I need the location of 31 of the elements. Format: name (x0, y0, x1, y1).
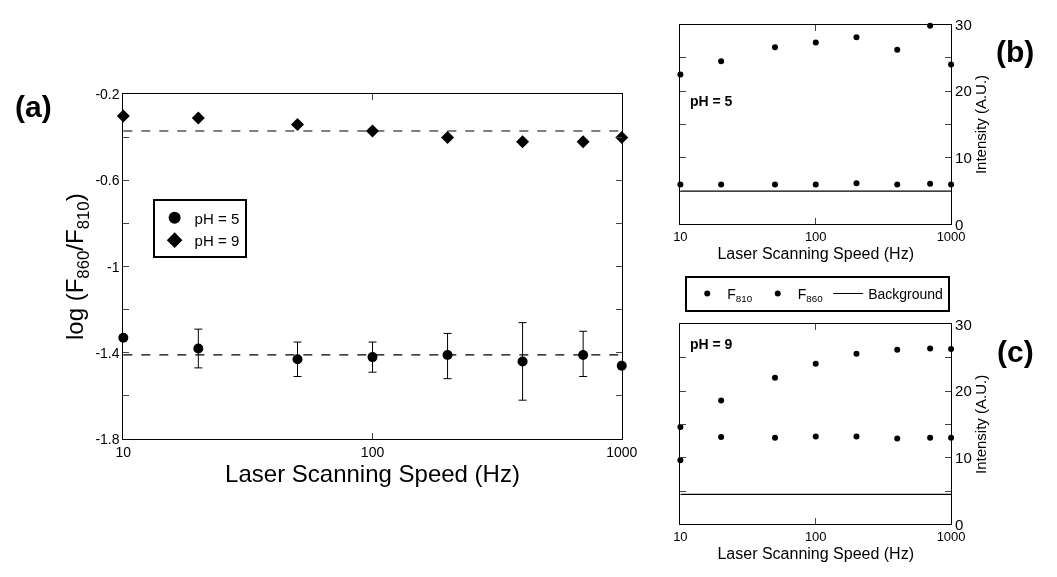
legend-label: F$_{810}$ (727, 285, 753, 304)
legend-label: Background (868, 285, 943, 302)
y-tick-label: 0 (955, 515, 964, 533)
y-tick-label: -1.4 (95, 344, 120, 361)
y-tick-label: -0.6 (95, 172, 120, 189)
x-tick-label: 100 (360, 443, 385, 460)
y-tick-label: 10 (955, 149, 972, 167)
y-tick-label: 20 (955, 82, 972, 100)
x-tick-label: 10 (673, 229, 688, 245)
text: (b) (996, 35, 1035, 68)
y-tick-label: 30 (955, 15, 972, 33)
legend-label: F$_{860}$ (797, 285, 824, 304)
x-axis-title: Laser Scanning Speed (Hz) (717, 244, 915, 262)
y-tick-label: 30 (955, 315, 972, 333)
x-tick-label: 100 (804, 229, 827, 245)
annotation: pH = 9 (690, 336, 733, 352)
y-axis-title: Intensity (A.U.) (971, 74, 989, 175)
x-tick-label: 1000 (606, 443, 638, 460)
x-axis-title: Laser Scanning Speed (Hz) (717, 544, 915, 562)
legend-label: pH = 5 (194, 209, 240, 227)
annotation: pH = 5 (690, 93, 733, 109)
y-axis-title: Intensity (A.U.) (971, 374, 989, 474)
x-tick-label: 100 (804, 528, 827, 544)
x-axis-title: Laser Scanning Speed (Hz) (225, 459, 520, 487)
text: (a) (15, 90, 52, 123)
y-tick-label: 20 (955, 382, 972, 400)
text: (c) (997, 335, 1034, 368)
legend-label: pH = 9 (194, 232, 240, 249)
x-tick-label: 10 (673, 528, 688, 544)
y-tick-label: -1 (107, 258, 120, 275)
y-tick-label: -0.2 (95, 86, 120, 103)
